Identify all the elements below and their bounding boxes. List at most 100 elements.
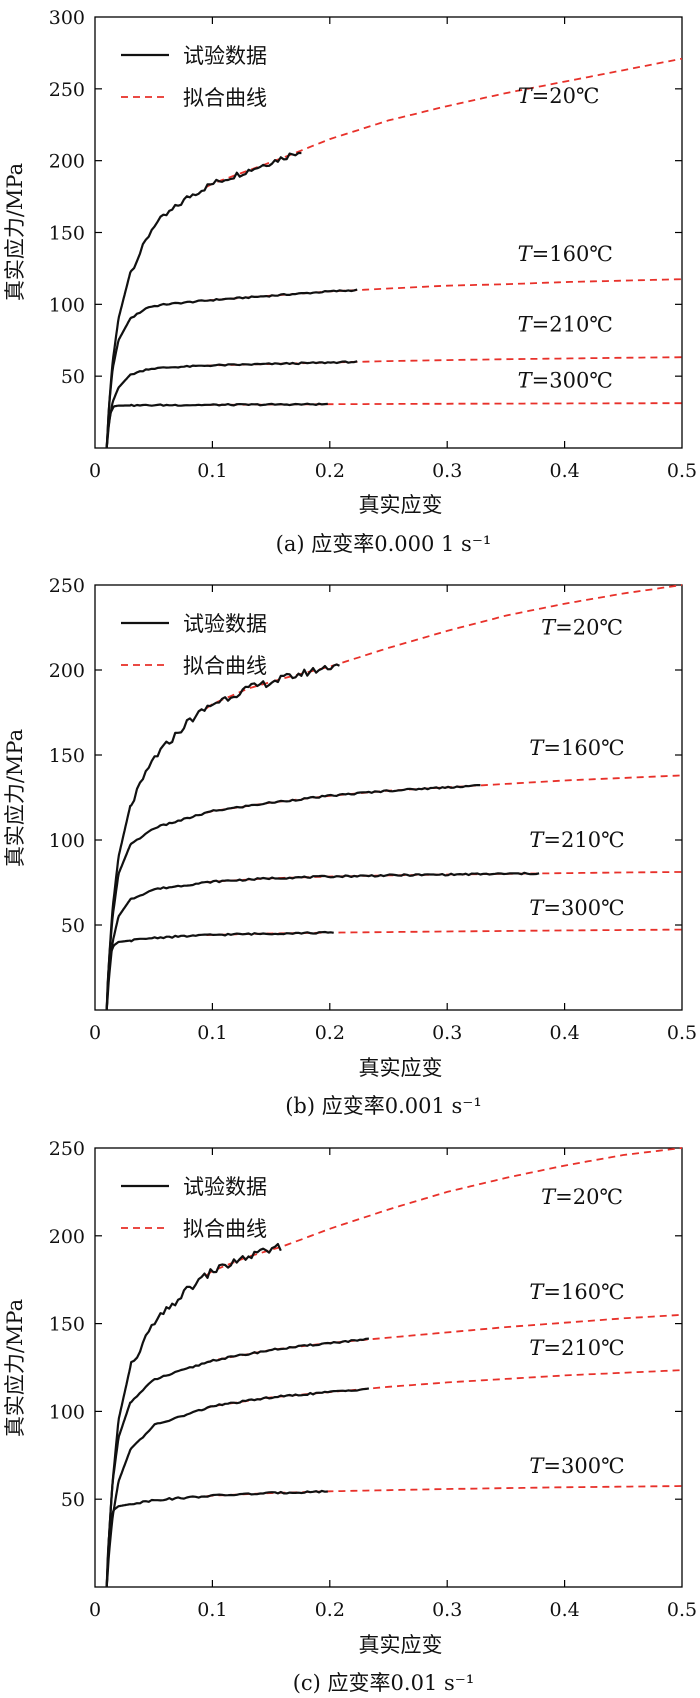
chart-caption: (b) 应变率0.001 s⁻¹ xyxy=(285,1094,482,1118)
series-4: T=300℃ xyxy=(105,369,682,449)
experimental-curve xyxy=(105,288,358,449)
experimental-curve xyxy=(105,663,340,1011)
x-tick-label: 0.1 xyxy=(197,1599,227,1621)
series-label: T=300℃ xyxy=(529,1454,624,1478)
x-tick-label: 0.4 xyxy=(549,460,579,482)
fitted-curve xyxy=(206,402,682,406)
y-tick-label: 150 xyxy=(49,1314,85,1336)
series-label: T=210℃ xyxy=(518,313,613,337)
y-tick-label: 200 xyxy=(49,151,85,173)
x-tick-label: 0 xyxy=(89,1022,101,1044)
legend-label-experimental: 试验数据 xyxy=(183,44,267,68)
y-tick-label: 150 xyxy=(49,223,85,245)
series-label: T=160℃ xyxy=(529,1280,624,1304)
experimental-curve xyxy=(105,1387,370,1588)
series-label: T=300℃ xyxy=(529,896,624,920)
fitted-curve xyxy=(206,774,683,814)
series-1: T=20℃ xyxy=(105,1147,683,1588)
series-3: T=210℃ xyxy=(105,313,683,449)
series-3: T=210℃ xyxy=(105,828,682,1011)
series-label: T=20℃ xyxy=(541,1185,623,1209)
experimental-curve xyxy=(105,1489,328,1588)
x-tick-label: 0.2 xyxy=(315,1599,345,1621)
legend-label-experimental: 试验数据 xyxy=(183,612,267,636)
plot-frame xyxy=(94,584,683,1011)
chart-caption: (c) 应变率0.01 s⁻¹ xyxy=(293,1671,475,1695)
y-axis-label: 真实应力/MPa xyxy=(3,1299,27,1437)
fitted-curve xyxy=(206,57,683,188)
y-tick-label: 250 xyxy=(49,79,85,101)
x-tick-label: 0.5 xyxy=(667,460,697,482)
fitted-curve xyxy=(206,278,683,302)
chart-panel-2: 0 0.1 0.2 0.3 0.4 0.5 50 100 150 200 250 真实应变 真实应力/M… xyxy=(3,575,697,1118)
y-tick-label: 200 xyxy=(49,1226,85,1248)
fitted-curve xyxy=(206,1313,683,1364)
y-tick-label: 100 xyxy=(49,294,85,316)
y-tick-label: 150 xyxy=(49,745,85,767)
experimental-curve xyxy=(105,1337,369,1588)
series-label: T=160℃ xyxy=(529,736,624,760)
series-label: T=210℃ xyxy=(529,1336,624,1360)
y-tick-label: 250 xyxy=(49,1138,85,1160)
y-tick-label: 250 xyxy=(49,575,85,597)
series-label: T=160℃ xyxy=(518,242,613,266)
y-tick-label: 100 xyxy=(49,1401,85,1423)
series-label: T=20℃ xyxy=(541,615,623,639)
experimental-curve xyxy=(105,151,302,449)
series-1: T=20℃ xyxy=(105,584,683,1011)
x-tick-label: 0.3 xyxy=(432,1022,462,1044)
legend-label-fitted: 拟合曲线 xyxy=(183,86,267,110)
fitted-curve xyxy=(206,871,682,884)
fitted-curve xyxy=(205,584,683,710)
y-axis-label: 真实应力/MPa xyxy=(3,729,27,867)
experimental-curve xyxy=(105,871,540,1011)
x-tick-label: 0 xyxy=(89,460,101,482)
chart-panel-3: 0 0.1 0.2 0.3 0.4 0.5 50 100 150 200 250 真实应变 真实应力/M… xyxy=(3,1138,697,1695)
x-tick-label: 0.1 xyxy=(197,460,227,482)
fitted-curve xyxy=(206,1485,683,1497)
x-tick-label: 0.5 xyxy=(667,1599,697,1621)
series-2: T=160℃ xyxy=(105,242,683,449)
fitted-curve xyxy=(206,356,683,367)
legend-label-experimental: 试验数据 xyxy=(183,1175,267,1199)
series-label: T=210℃ xyxy=(529,828,624,852)
x-tick-label: 0.2 xyxy=(315,1022,345,1044)
series-2: T=160℃ xyxy=(105,736,683,1011)
series-4: T=300℃ xyxy=(105,1454,683,1588)
experimental-curve xyxy=(105,784,481,1011)
experimental-curve xyxy=(105,360,358,449)
x-tick-label: 0 xyxy=(89,1599,101,1621)
y-tick-label: 200 xyxy=(49,660,85,682)
y-tick-label: 50 xyxy=(61,1489,85,1511)
y-tick-label: 300 xyxy=(49,7,85,29)
x-tick-label: 0.4 xyxy=(549,1022,579,1044)
chart-caption: (a) 应变率0.000 1 s⁻¹ xyxy=(276,532,492,556)
chart-panel-1: 0 0.1 0.2 0.3 0.4 0.5 50 100 150 200 250 300 真实应变 真实应… xyxy=(3,7,697,556)
series-label: T=300℃ xyxy=(518,369,613,393)
fitted-curve xyxy=(205,1147,683,1277)
series-1: T=20℃ xyxy=(105,57,683,449)
legend-label-fitted: 拟合曲线 xyxy=(183,1217,267,1241)
y-axis-label: 真实应力/MPa xyxy=(3,163,27,301)
x-tick-label: 0.2 xyxy=(315,460,345,482)
x-tick-label: 0.3 xyxy=(432,460,462,482)
x-axis-label: 真实应变 xyxy=(359,493,443,517)
experimental-curve xyxy=(105,1242,282,1588)
x-axis-label: 真实应变 xyxy=(359,1633,443,1657)
experimental-curve xyxy=(105,930,334,1011)
plot-frame xyxy=(94,1147,683,1588)
fitted-curve xyxy=(206,928,682,936)
x-tick-label: 0.5 xyxy=(667,1022,697,1044)
x-tick-label: 0.4 xyxy=(549,1599,579,1621)
y-tick-label: 50 xyxy=(61,915,85,937)
fitted-curve xyxy=(206,1369,683,1409)
series-label: T=20℃ xyxy=(518,84,600,108)
series-4: T=300℃ xyxy=(105,896,682,1011)
x-axis-label: 真实应变 xyxy=(359,1056,443,1080)
legend-label-fitted: 拟合曲线 xyxy=(183,654,267,678)
y-tick-label: 100 xyxy=(49,830,85,852)
